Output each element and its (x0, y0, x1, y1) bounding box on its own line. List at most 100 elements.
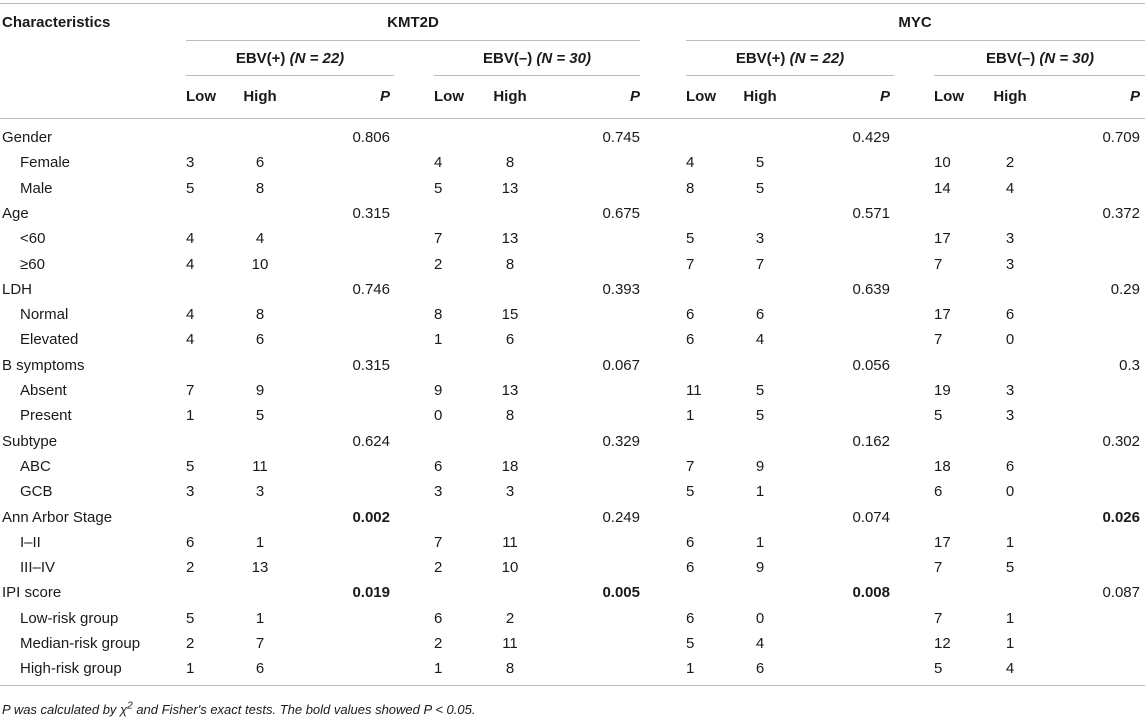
sub-rule-4 (934, 75, 1145, 76)
cell-low: 5 (186, 458, 195, 475)
col-header-high: High (743, 88, 777, 105)
cell-low: 7 (934, 610, 943, 627)
cell-high: 9 (755, 458, 765, 475)
cell-low: 5 (934, 660, 943, 677)
cell-low: 7 (686, 458, 695, 475)
cell-p-value: 0.3 (1119, 357, 1140, 374)
kmt2d-span-rule (186, 40, 640, 41)
cell-high: 6 (1005, 306, 1015, 323)
subgroup-n: (N = 30) (1039, 50, 1094, 67)
cell-low: 4 (186, 306, 195, 323)
cell-low: 7 (934, 256, 943, 273)
cell-high: 3 (755, 230, 765, 247)
cell-high: 5 (755, 382, 765, 399)
cell-low: 8 (434, 306, 443, 323)
cell-low: 4 (186, 256, 195, 273)
cell-p-value: 0.074 (852, 509, 890, 526)
cell-low: 5 (434, 180, 443, 197)
cell-p-value: 0.249 (602, 509, 640, 526)
cell-high: 5 (255, 407, 265, 424)
cell-low: 2 (434, 635, 443, 652)
row-label: Present (20, 407, 72, 424)
cell-p-value: 0.008 (852, 584, 890, 601)
col-header-high: High (243, 88, 277, 105)
cell-low: 1 (186, 660, 195, 677)
cell-p-value: 0.806 (352, 129, 390, 146)
row-label: Ann Arbor Stage (2, 509, 113, 526)
col-header-high: High (493, 88, 527, 105)
gene-header-kmt2d: KMT2D (387, 14, 439, 31)
cell-high: 4 (755, 635, 765, 652)
cell-high: 3 (1005, 256, 1015, 273)
cell-p-value: 0.746 (352, 281, 390, 298)
cell-low: 6 (934, 483, 943, 500)
row-label: ABC (20, 458, 51, 475)
row-label: IPI score (2, 584, 62, 601)
cell-high: 18 (501, 458, 519, 475)
cell-high: 5 (1005, 559, 1015, 576)
cell-low: 2 (434, 559, 443, 576)
cell-low: 7 (686, 256, 695, 273)
cell-high: 13 (501, 230, 519, 247)
cell-low: 1 (434, 331, 443, 348)
row-label: III–IV (20, 559, 56, 576)
header-bottom-rule (0, 118, 1145, 119)
cell-low: 14 (934, 180, 951, 197)
cell-low: 8 (686, 180, 695, 197)
cell-high: 4 (755, 331, 765, 348)
cell-p-value: 0.315 (352, 205, 390, 222)
cell-high: 1 (255, 534, 265, 551)
cell-low: 17 (934, 306, 951, 323)
cell-low: 6 (434, 458, 443, 475)
cell-low: 1 (686, 660, 695, 677)
cell-high: 1 (255, 610, 265, 627)
cell-low: 3 (186, 154, 195, 171)
cell-high: 6 (505, 331, 515, 348)
cell-p-value: 0.026 (1102, 509, 1140, 526)
cell-low: 12 (934, 635, 951, 652)
cell-high: 6 (755, 660, 765, 677)
cell-p-value: 0.393 (602, 281, 640, 298)
cell-high: 4 (255, 230, 265, 247)
subgroup-ebv: EBV(+) (735, 50, 786, 67)
cell-p-value: 0.302 (1102, 433, 1140, 450)
cell-high: 3 (1005, 382, 1015, 399)
cell-p-value: 0.675 (602, 205, 640, 222)
col-header-low: Low (186, 88, 216, 105)
cell-low: 3 (434, 483, 443, 500)
cell-high: 13 (251, 559, 269, 576)
sub-rule-1 (186, 75, 394, 76)
cell-low: 18 (934, 458, 951, 475)
col-header-p: P (879, 88, 890, 105)
subgroup-ebv: EBV(+) (235, 50, 286, 67)
cell-low: 3 (186, 483, 195, 500)
cell-high: 9 (755, 559, 765, 576)
cell-p-value: 0.372 (1102, 205, 1140, 222)
cell-high: 8 (255, 306, 265, 323)
cell-high: 5 (755, 407, 765, 424)
cell-low: 5 (686, 635, 695, 652)
gene-header-myc: MYC (898, 14, 932, 31)
col-header-p: P (379, 88, 390, 105)
cell-high: 1 (755, 534, 765, 551)
cell-p-value: 0.162 (852, 433, 890, 450)
subgroup-n: (N = 22) (289, 50, 345, 67)
row-label: Female (20, 154, 71, 171)
cell-low: 6 (186, 534, 195, 551)
cell-low: 7 (434, 230, 443, 247)
cell-p-value: 0.29 (1110, 281, 1140, 298)
cell-low: 5 (686, 483, 695, 500)
cell-low: 7 (934, 559, 943, 576)
cell-p-value: 0.005 (602, 584, 640, 601)
cell-low: 7 (186, 382, 195, 399)
row-label: I–II (20, 534, 41, 551)
cell-low: 4 (186, 230, 195, 247)
cell-low: 6 (686, 534, 695, 551)
cell-high: 10 (501, 559, 519, 576)
cell-high: 6 (255, 154, 265, 171)
cell-high: 11 (252, 458, 268, 475)
cell-high: 3 (255, 483, 265, 500)
row-label: Subtype (2, 433, 58, 450)
cell-p-value: 0.315 (352, 357, 390, 374)
row-label: <60 (20, 230, 46, 247)
